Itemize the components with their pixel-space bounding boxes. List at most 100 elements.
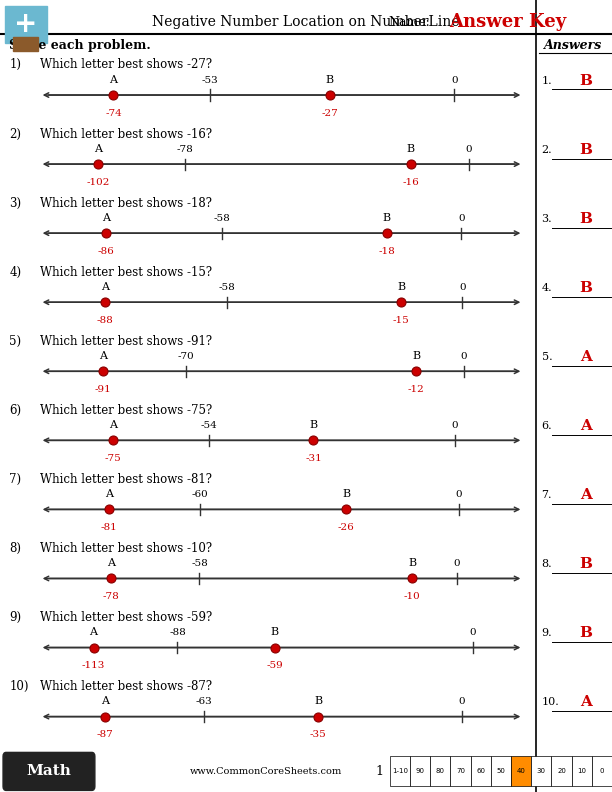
Text: Math: Math xyxy=(26,764,72,779)
Text: A: A xyxy=(580,350,592,364)
Text: B: B xyxy=(412,351,420,361)
Text: -16: -16 xyxy=(402,177,419,187)
Text: Which letter best shows -27?: Which letter best shows -27? xyxy=(40,59,212,71)
Text: Which letter best shows -16?: Which letter best shows -16? xyxy=(40,128,212,140)
Text: B: B xyxy=(406,144,415,154)
Text: A: A xyxy=(580,695,592,710)
Text: 9): 9) xyxy=(9,611,21,624)
Text: Which letter best shows -87?: Which letter best shows -87? xyxy=(40,680,212,693)
Text: 3): 3) xyxy=(9,196,21,210)
Text: -12: -12 xyxy=(408,385,425,394)
FancyBboxPatch shape xyxy=(3,752,95,790)
Text: A: A xyxy=(102,696,110,706)
Text: -10: -10 xyxy=(404,592,420,601)
Text: +: + xyxy=(14,10,37,38)
Text: 8): 8) xyxy=(9,542,21,555)
Text: www.CommonCoreSheets.com: www.CommonCoreSheets.com xyxy=(190,767,342,776)
Text: B: B xyxy=(580,74,593,88)
Text: -58: -58 xyxy=(213,214,230,223)
Text: -63: -63 xyxy=(195,697,212,706)
Text: B: B xyxy=(580,558,593,571)
Text: B: B xyxy=(397,282,405,292)
Text: 60: 60 xyxy=(476,768,485,775)
Bar xyxy=(450,756,471,786)
Text: -26: -26 xyxy=(338,523,354,532)
Text: Answers: Answers xyxy=(544,39,603,51)
Bar xyxy=(551,756,572,786)
Text: A: A xyxy=(580,488,592,502)
Text: Which letter best shows -75?: Which letter best shows -75? xyxy=(40,404,212,417)
Text: 40: 40 xyxy=(517,768,526,775)
Text: -59: -59 xyxy=(266,661,283,670)
Text: 0: 0 xyxy=(465,145,472,154)
Text: Name:: Name: xyxy=(389,16,430,29)
Text: 90: 90 xyxy=(416,768,425,775)
Bar xyxy=(491,756,511,786)
Bar xyxy=(430,756,450,786)
Text: A: A xyxy=(580,419,592,433)
Text: A: A xyxy=(101,282,109,292)
Text: -78: -78 xyxy=(177,145,193,154)
Text: -31: -31 xyxy=(305,454,322,463)
Text: 0: 0 xyxy=(459,283,466,292)
Text: Solve each problem.: Solve each problem. xyxy=(9,39,151,51)
Text: Which letter best shows -91?: Which letter best shows -91? xyxy=(40,335,212,348)
Text: A: A xyxy=(89,627,97,638)
Text: 5.: 5. xyxy=(542,352,552,362)
Text: 10.: 10. xyxy=(542,697,559,707)
Text: 7): 7) xyxy=(9,473,21,485)
Text: 2): 2) xyxy=(9,128,21,140)
Text: -35: -35 xyxy=(310,730,327,739)
Text: -60: -60 xyxy=(191,490,208,499)
Text: 0: 0 xyxy=(460,352,467,361)
Text: B: B xyxy=(383,213,391,223)
Text: B: B xyxy=(580,281,593,295)
Text: 1.: 1. xyxy=(542,76,552,86)
Text: -75: -75 xyxy=(105,454,121,463)
Text: B: B xyxy=(580,143,593,157)
Bar xyxy=(471,756,491,786)
Text: -58: -58 xyxy=(218,283,235,292)
Text: 0: 0 xyxy=(458,697,465,706)
Text: B: B xyxy=(580,212,593,226)
Bar xyxy=(592,756,612,786)
Text: 10): 10) xyxy=(9,680,29,693)
Text: -54: -54 xyxy=(200,421,217,430)
FancyBboxPatch shape xyxy=(5,6,47,43)
Text: Negative Number Location on NumberLine: Negative Number Location on NumberLine xyxy=(152,15,460,29)
Text: Which letter best shows -59?: Which letter best shows -59? xyxy=(40,611,212,624)
Text: Which letter best shows -15?: Which letter best shows -15? xyxy=(40,265,212,279)
Text: 2.: 2. xyxy=(542,145,552,155)
Bar xyxy=(511,756,531,786)
Text: A: A xyxy=(105,489,113,499)
Text: 7.: 7. xyxy=(542,490,552,501)
Bar xyxy=(572,756,592,786)
Text: 0: 0 xyxy=(451,76,458,85)
Text: 9.: 9. xyxy=(542,628,552,638)
Text: 0: 0 xyxy=(453,559,460,568)
Text: -78: -78 xyxy=(102,592,119,601)
Text: Which letter best shows -81?: Which letter best shows -81? xyxy=(40,473,212,485)
Text: B: B xyxy=(271,627,279,638)
Bar xyxy=(410,756,430,786)
Text: 6.: 6. xyxy=(542,421,552,431)
Text: 10: 10 xyxy=(577,768,586,775)
Text: 0: 0 xyxy=(600,768,604,775)
Text: A: A xyxy=(109,420,117,430)
Text: 0: 0 xyxy=(458,214,465,223)
Text: Answer Key: Answer Key xyxy=(449,13,567,31)
Text: 1): 1) xyxy=(9,59,21,71)
Text: 0: 0 xyxy=(452,421,458,430)
FancyBboxPatch shape xyxy=(13,37,38,51)
Text: B: B xyxy=(315,696,323,706)
Text: 8.: 8. xyxy=(542,559,552,569)
Text: B: B xyxy=(310,420,318,430)
Text: -102: -102 xyxy=(86,177,110,187)
Text: 5): 5) xyxy=(9,335,21,348)
Text: 1-10: 1-10 xyxy=(392,768,408,775)
Text: -88: -88 xyxy=(169,628,186,638)
Text: B: B xyxy=(326,74,334,85)
Text: B: B xyxy=(342,489,350,499)
Text: 0: 0 xyxy=(469,628,476,638)
Text: -70: -70 xyxy=(178,352,195,361)
